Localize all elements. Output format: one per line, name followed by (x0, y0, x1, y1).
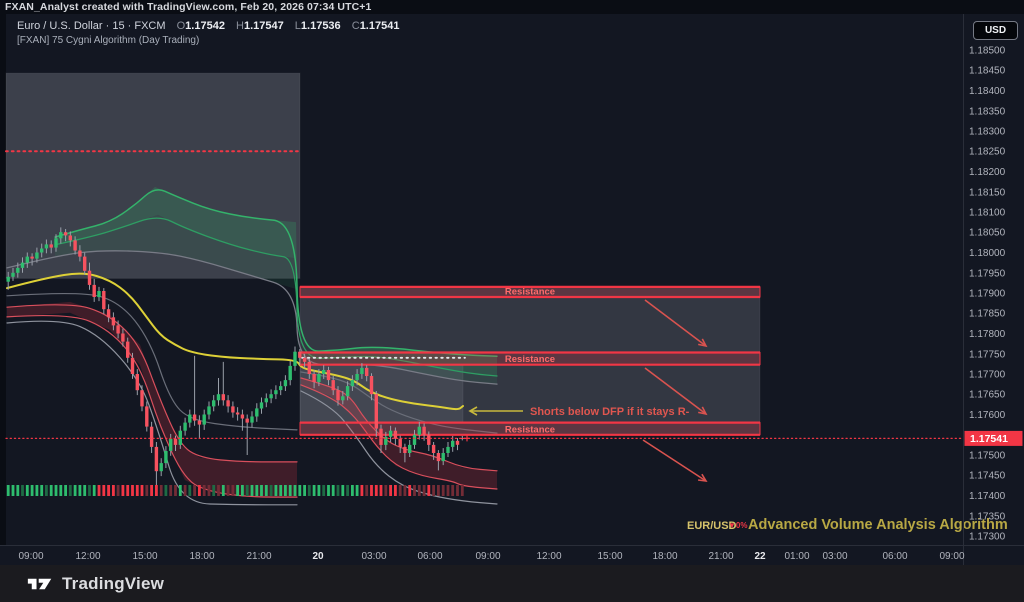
svg-text:1.18300: 1.18300 (969, 127, 1006, 138)
svg-text:18:00: 18:00 (189, 551, 214, 562)
svg-text:1.17850: 1.17850 (969, 309, 1006, 320)
svg-text:1.18450: 1.18450 (969, 66, 1006, 77)
high-label: H (236, 20, 244, 32)
svg-text:09:00: 09:00 (939, 551, 964, 562)
close-label: C (351, 20, 360, 32)
svg-text:09:00: 09:00 (18, 551, 43, 562)
tradingview-wordmark[interactable]: TradingView (62, 573, 165, 593)
svg-text:1.17900: 1.17900 (969, 289, 1006, 300)
algorithm-watermark: Advanced Volume Analysis Algorithm (748, 517, 1008, 533)
svg-text:1.18350: 1.18350 (969, 106, 1006, 117)
svg-text:1.17350: 1.17350 (969, 511, 1006, 522)
svg-text:1.18000: 1.18000 (969, 248, 1006, 259)
price-axis[interactable] (963, 14, 1024, 565)
svg-text:1.18150: 1.18150 (969, 187, 1006, 198)
low-value: 1.17536 (300, 20, 341, 32)
svg-text:1.18500: 1.18500 (969, 46, 1006, 57)
svg-text:22: 22 (754, 551, 766, 562)
svg-text:1.17300: 1.17300 (969, 532, 1006, 543)
svg-text:06:00: 06:00 (882, 551, 907, 562)
symbol-legend[interactable]: Euro / U.S. Dollar · 15 · FXCM O1.17542 … (17, 20, 399, 32)
shorts-note-arrow (468, 406, 523, 416)
open-value: 1.17542 (185, 20, 225, 32)
low-label: L (294, 20, 301, 32)
pair-watermark: EUR/USD (687, 520, 737, 532)
time-axis-labels[interactable]: 09:00 12:00 15:00 18:00 21:00 20 03:00 06:00 09:… (18, 551, 964, 562)
shorts-note-text: Shorts below DFP if it stays R- (530, 406, 690, 418)
svg-text:03:00: 03:00 (361, 551, 386, 562)
svg-text:1.17400: 1.17400 (969, 491, 1006, 502)
momentum-dots (6, 485, 464, 496)
svg-text:1.17541: 1.17541 (970, 433, 1008, 445)
svg-text:03:00: 03:00 (822, 551, 847, 562)
svg-text:1.18400: 1.18400 (969, 86, 1006, 97)
svg-text:21:00: 21:00 (246, 551, 271, 562)
close-value: 1.17541 (359, 20, 400, 32)
svg-text:15:00: 15:00 (132, 551, 157, 562)
svg-text:18:00: 18:00 (652, 551, 677, 562)
svg-text:06:00: 06:00 (417, 551, 442, 562)
svg-text:1.17700: 1.17700 (969, 370, 1006, 381)
resistance-zone-label: Resistance (505, 354, 555, 365)
svg-text:1.18250: 1.18250 (969, 147, 1006, 158)
svg-text:15:00: 15:00 (597, 551, 622, 562)
candles (6, 227, 464, 493)
tradingview-logo-icon[interactable] (27, 573, 53, 595)
svg-text:12:00: 12:00 (75, 551, 100, 562)
svg-text:20: 20 (312, 551, 324, 562)
svg-text:12:00: 12:00 (536, 551, 561, 562)
attribution-text: FXAN_Analyst created with TradingView.co… (5, 1, 372, 13)
last-price-marker (464, 435, 470, 442)
last-price-tag: 1.17541 (964, 430, 1023, 446)
svg-text:1.17650: 1.17650 (969, 390, 1006, 401)
resistance-zone-label: Resistance (505, 424, 555, 435)
currency-button[interactable]: USD (973, 21, 1018, 40)
svg-text:1.18050: 1.18050 (969, 228, 1006, 239)
high-value: 1.17547 (243, 20, 284, 32)
open-label: O (176, 20, 186, 32)
svg-text:1.17950: 1.17950 (969, 268, 1006, 279)
svg-text:1.17500: 1.17500 (969, 451, 1006, 462)
time-axis[interactable] (0, 545, 1024, 565)
svg-text:21:00: 21:00 (708, 551, 733, 562)
svg-text:09:00: 09:00 (475, 551, 500, 562)
symbol-title[interactable]: Euro / U.S. Dollar · 15 · FXCM (17, 20, 166, 32)
footer-bar: TradingView (0, 565, 1024, 602)
projection-arrows (642, 299, 708, 483)
algorithm-boxes (5, 72, 761, 436)
svg-text:1.17600: 1.17600 (969, 410, 1006, 421)
svg-text:1.17800: 1.17800 (969, 329, 1006, 340)
svg-text:1.17750: 1.17750 (969, 349, 1006, 360)
band-lines (6, 189, 498, 506)
svg-text:1.18100: 1.18100 (969, 208, 1006, 219)
indicator-legend[interactable]: [FXAN] 75 Cygni Algorithm (Day Trading) (17, 35, 200, 46)
svg-text:1.17450: 1.17450 (969, 471, 1006, 482)
svg-text:1.18200: 1.18200 (969, 167, 1006, 178)
pair-change: ▼0% (728, 521, 747, 530)
price-axis-labels[interactable]: 1.18500 1.18450 1.18400 1.18350 1.18300 1.182… (969, 46, 1006, 543)
svg-text:01:00: 01:00 (784, 551, 809, 562)
resistance-zone-label: Resistance (505, 287, 555, 298)
